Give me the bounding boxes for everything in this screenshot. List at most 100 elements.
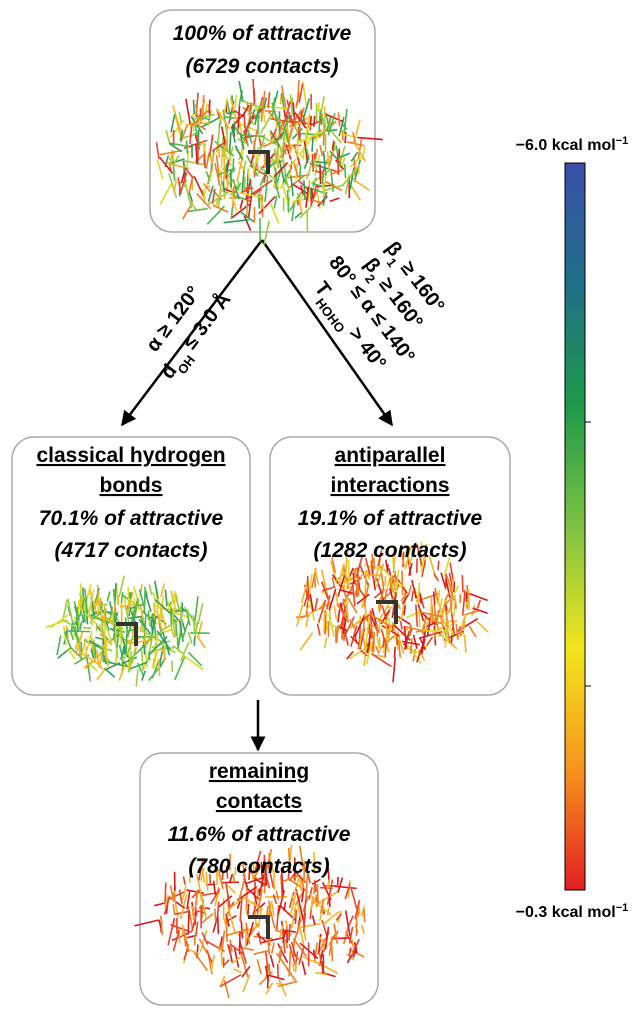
contact-stick [233, 158, 234, 171]
contact-stick [397, 633, 398, 645]
contact-stick [187, 140, 188, 153]
box-text: 19.1% of attractive [298, 507, 483, 530]
contact-stick [359, 164, 360, 174]
contact-stick [402, 571, 403, 595]
figure: 100% of attractive (6729 contacts) classic… [0, 0, 644, 1011]
contact-stick [438, 561, 439, 570]
contact-stick [248, 904, 249, 915]
contact-stick [337, 625, 338, 643]
contact-stick [318, 102, 319, 112]
contact-stick [462, 575, 463, 592]
box-text: 100% of attractive [173, 22, 352, 45]
contact-stick [274, 876, 275, 890]
contact-stick [323, 182, 324, 192]
contact-stick [316, 132, 317, 142]
colorbar-label: −6.0 kcal mol−1 [516, 135, 629, 154]
contact-stick [235, 95, 236, 108]
contact-stick [377, 624, 378, 637]
contact-stick [281, 95, 282, 105]
box-text: (780 contacts) [188, 855, 329, 878]
contact-stick [159, 659, 160, 676]
contact-stick [246, 887, 247, 908]
contact-stick [324, 610, 325, 633]
colorbar [565, 163, 585, 890]
contact-stick [422, 631, 441, 632]
contact-stick [303, 146, 304, 159]
contact-stick [215, 909, 216, 922]
contact-stick [193, 615, 194, 632]
contact-stick [67, 631, 90, 632]
contact-stick [345, 164, 346, 179]
box-title: interactions [330, 474, 449, 497]
contact-stick [173, 608, 174, 622]
contact-stick [295, 910, 296, 924]
contact-stick [145, 630, 146, 645]
contact-stick [188, 910, 189, 934]
contact-stick [312, 154, 313, 172]
contact-stick [316, 895, 317, 907]
contact-stick [231, 207, 232, 219]
contact-stick [258, 109, 259, 135]
contact-stick [285, 142, 286, 154]
contact-stick [354, 568, 355, 579]
contact-stick [372, 642, 373, 652]
contact-stick [314, 116, 315, 127]
box-text: (1282 contacts) [314, 539, 467, 562]
box-title: contacts [216, 790, 302, 813]
contact-stick [365, 570, 366, 593]
box-text: (4717 contacts) [55, 539, 208, 562]
box-title: antiparallel [335, 444, 446, 467]
contact-stick [126, 626, 127, 649]
text-part: −0.3 kcal mol [516, 904, 616, 921]
text-part: −1 [616, 902, 629, 914]
contact-stick [315, 882, 316, 892]
contact-stick [395, 571, 396, 582]
contact-stick [173, 918, 174, 927]
contact-stick [194, 100, 195, 114]
contact-stick [224, 154, 225, 179]
contact-stick [264, 158, 265, 168]
contact-stick [222, 148, 223, 168]
contact-stick [77, 607, 78, 625]
contact-stick [394, 647, 395, 658]
contact-stick [434, 591, 435, 604]
contact-stick [165, 883, 166, 904]
contact-stick [379, 637, 380, 652]
text-part: −1 [616, 135, 629, 147]
contact-stick [293, 963, 294, 972]
box-text: 70.1% of attractive [39, 507, 224, 530]
contact-stick [298, 127, 299, 140]
contact-stick [332, 945, 333, 960]
contact-stick [291, 161, 292, 169]
contact-stick [317, 884, 318, 906]
contact-stick [124, 645, 125, 655]
box-title: classical hydrogen [36, 444, 225, 467]
contact-stick [218, 915, 219, 934]
text-part: −6.0 kcal mol [516, 137, 616, 154]
contact-stick [184, 931, 185, 946]
contact-stick [312, 136, 313, 152]
contact-stick [172, 661, 173, 672]
right-criteria: β1 ≥ 160°β2 ≥ 160°80° ≤ α ≤ 140°THOHO > … [298, 220, 462, 388]
contact-stick [338, 877, 339, 885]
box-title: remaining [209, 760, 309, 783]
contact-stick [104, 604, 105, 625]
contact-stick [148, 610, 149, 620]
contact-stick [174, 597, 175, 614]
colorbar-label: −0.3 kcal mol−1 [516, 902, 629, 921]
contact-stick [320, 164, 321, 184]
contact-stick [101, 610, 102, 621]
contact-stick [221, 946, 222, 965]
contact-stick [209, 100, 210, 113]
contact-stick [338, 154, 339, 175]
box-text: (6729 contacts) [186, 55, 339, 78]
contact-stick [308, 576, 309, 600]
contact-stick [420, 594, 421, 603]
contact-stick [193, 114, 194, 132]
contact-stick [348, 560, 349, 585]
contact-stick [383, 638, 384, 647]
box-title: bonds [100, 474, 163, 497]
box-text: 11.6% of attractive [168, 823, 351, 846]
contact-stick [226, 918, 227, 942]
contact-stick [468, 589, 469, 610]
